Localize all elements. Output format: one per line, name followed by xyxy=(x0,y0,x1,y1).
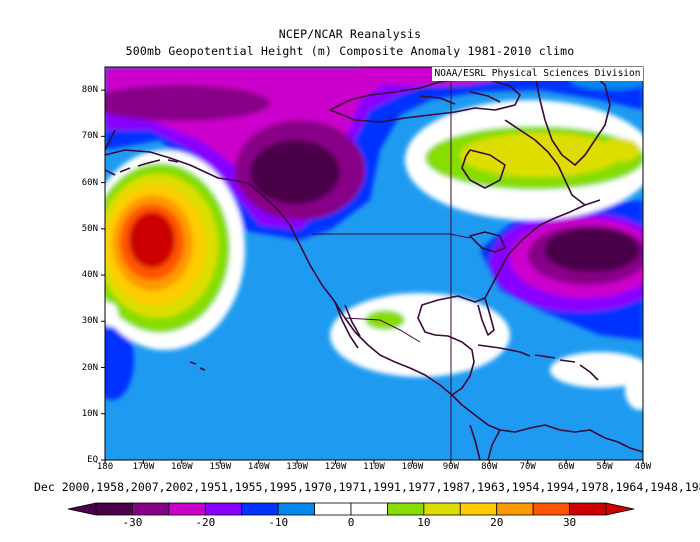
colorbar-swatch xyxy=(95,502,133,516)
lat-label: 80N xyxy=(81,85,98,96)
colorbar-label: -10 xyxy=(268,516,289,529)
colorbar-swatch xyxy=(423,502,461,516)
lon-label: 170W xyxy=(132,462,155,472)
lon-label: 90W xyxy=(442,462,459,472)
colorbar-swatch xyxy=(168,502,206,516)
lat-label: 10N xyxy=(81,408,98,419)
lat-label: 40N xyxy=(81,270,98,281)
colorbar-label: 10 xyxy=(417,516,431,529)
colorbar-label: 0 xyxy=(347,516,355,529)
lon-label: 130W xyxy=(286,462,308,472)
map-subtitle: 500mb Geopotential Height (m) Composite … xyxy=(125,44,575,58)
colorbar-arrow-high xyxy=(605,502,635,516)
colorbar-swatch xyxy=(387,502,425,516)
colorbar-swatch xyxy=(532,502,570,516)
colorbar-arrow-low xyxy=(67,502,97,516)
lat-label: 50N xyxy=(81,223,98,234)
lon-label: 70W xyxy=(519,462,536,472)
colorbar-swatch xyxy=(277,502,315,516)
colorbar-swatch xyxy=(350,502,388,516)
lat-label: EQ xyxy=(87,455,98,465)
lon-label: 120W xyxy=(324,462,347,472)
colorbar-swatch xyxy=(132,502,170,516)
lon-label: 100W xyxy=(401,462,424,472)
lon-label: 60W xyxy=(558,462,575,472)
lat-label: 20N xyxy=(81,362,98,373)
lon-label: 180 xyxy=(96,462,114,472)
lat-label: 60N xyxy=(81,177,98,188)
lat-label: 70N xyxy=(81,131,98,142)
colorbar-swatch xyxy=(569,502,607,516)
colorbar-swatch xyxy=(314,502,352,516)
colorbar-label: 20 xyxy=(490,516,504,529)
axis-ticks xyxy=(101,89,644,464)
lon-label: 160W xyxy=(171,462,193,472)
lon-label: 40W xyxy=(634,462,652,472)
colorbar-swatch xyxy=(459,502,498,516)
coastlines xyxy=(105,69,643,460)
lon-label: 50W xyxy=(596,462,613,472)
anomaly-field xyxy=(105,67,643,460)
colorbar xyxy=(67,502,635,516)
credit-box: NOAA/ESRL Physical Sciences Division xyxy=(432,67,643,81)
lon-label: 110W xyxy=(363,462,385,472)
colorbar-swatch xyxy=(204,502,243,516)
colorbar-swatch xyxy=(241,502,279,516)
map-title: NCEP/NCAR Reanalysis xyxy=(278,27,422,41)
borders xyxy=(264,149,471,343)
colorbar-label: -30 xyxy=(122,516,143,529)
composite-dates: Dec 2000,1958,2007,2002,1951,1955,1995,1… xyxy=(34,480,700,494)
lat-label: 30N xyxy=(81,316,98,327)
lon-label: 150W xyxy=(209,462,232,472)
lon-label: 140W xyxy=(247,462,270,472)
colorbar-label: 30 xyxy=(562,516,577,529)
colorbar-label: -20 xyxy=(195,516,216,529)
colorbar-swatch xyxy=(496,502,534,516)
lon-label: 80W xyxy=(481,462,498,472)
